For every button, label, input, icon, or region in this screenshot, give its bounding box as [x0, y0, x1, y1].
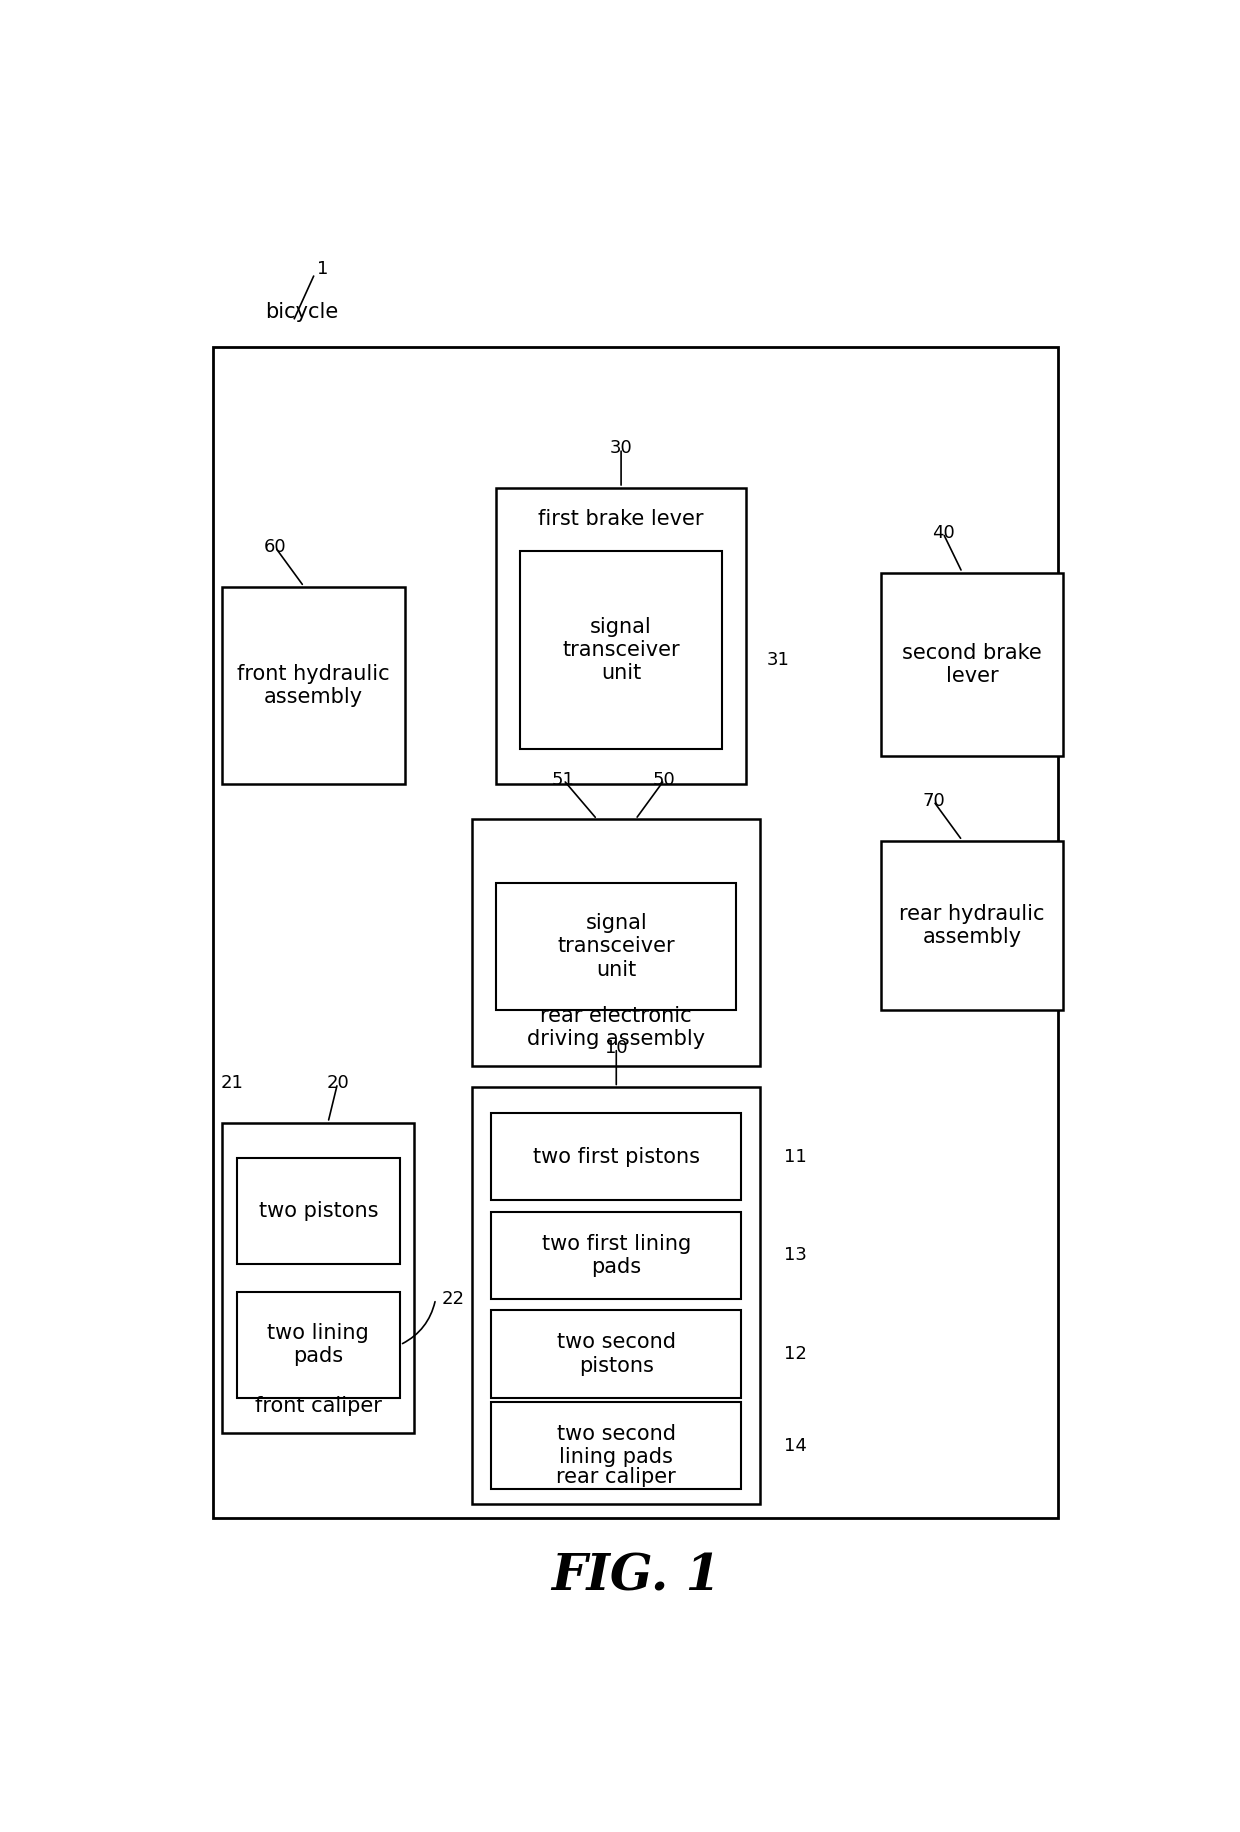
Text: two first lining
pads: two first lining pads: [542, 1233, 691, 1277]
Text: second brake
lever: second brake lever: [901, 643, 1042, 685]
Bar: [491, 1211, 742, 1299]
Text: 22: 22: [441, 1290, 464, 1308]
Bar: [222, 586, 404, 784]
Bar: [222, 1123, 414, 1433]
Bar: [213, 346, 1058, 1517]
Text: bicycle: bicycle: [265, 302, 339, 322]
Text: first brake lever: first brake lever: [538, 509, 704, 529]
Text: rear caliper: rear caliper: [557, 1467, 676, 1486]
Bar: [472, 1088, 760, 1504]
Text: two first pistons: two first pistons: [533, 1147, 699, 1167]
Text: front hydraulic
assembly: front hydraulic assembly: [237, 663, 389, 707]
Bar: [496, 487, 746, 784]
Text: two second
lining pads: two second lining pads: [557, 1423, 676, 1467]
Text: signal
transceiver
unit: signal transceiver unit: [558, 912, 675, 980]
Bar: [237, 1158, 401, 1264]
Text: 21: 21: [221, 1074, 243, 1092]
Bar: [237, 1292, 401, 1398]
Bar: [496, 883, 737, 1009]
Text: 30: 30: [610, 440, 632, 458]
Text: 12: 12: [785, 1345, 807, 1363]
Text: 11: 11: [785, 1147, 807, 1165]
Text: two second
pistons: two second pistons: [557, 1332, 676, 1376]
Text: 70: 70: [923, 791, 945, 810]
Text: rear hydraulic
assembly: rear hydraulic assembly: [899, 903, 1044, 947]
Text: 20: 20: [326, 1074, 348, 1092]
Text: FIG. 1: FIG. 1: [551, 1552, 720, 1601]
Text: signal
transceiver
unit: signal transceiver unit: [562, 617, 680, 683]
Text: 14: 14: [785, 1436, 807, 1455]
Bar: [491, 1112, 742, 1200]
Bar: [472, 819, 760, 1066]
Text: 13: 13: [785, 1246, 807, 1264]
Bar: [521, 551, 722, 749]
Bar: [491, 1310, 742, 1398]
Bar: [880, 841, 1063, 1009]
Text: two pistons: two pistons: [259, 1200, 378, 1220]
Text: two lining
pads: two lining pads: [268, 1323, 370, 1367]
Text: 60: 60: [264, 539, 286, 557]
Bar: [880, 572, 1063, 757]
Bar: [491, 1401, 742, 1489]
Text: rear electronic
driving assembly: rear electronic driving assembly: [527, 1006, 706, 1050]
Text: 10: 10: [605, 1039, 627, 1057]
Text: front caliper: front caliper: [255, 1396, 382, 1416]
Text: 50: 50: [653, 771, 676, 790]
Text: 51: 51: [552, 771, 575, 790]
Text: 1: 1: [317, 260, 329, 278]
Text: 40: 40: [931, 524, 955, 542]
Text: 31: 31: [768, 650, 790, 669]
